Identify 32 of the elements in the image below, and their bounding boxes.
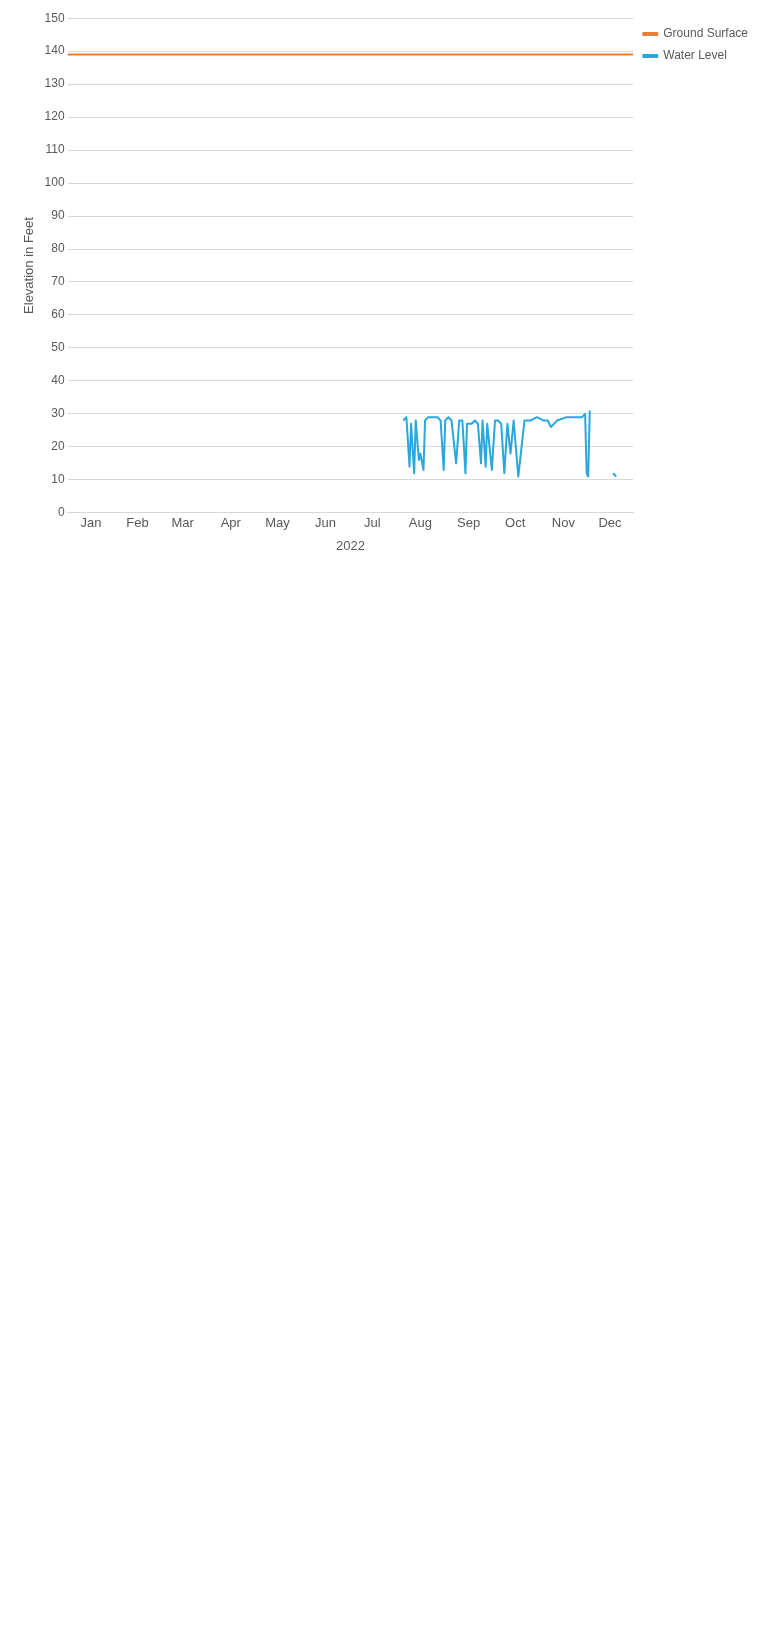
x-axis-title: 2022 [335, 537, 365, 553]
y-tick-label: 20 [51, 439, 65, 454]
y-tick-label: 50 [51, 340, 65, 355]
y-tick-label: 120 [44, 109, 65, 124]
x-tick-label: Nov [551, 515, 576, 531]
y-tick-label: 40 [51, 373, 65, 388]
y-tick-label: 70 [51, 274, 65, 289]
x-tick-label: Jan [80, 515, 102, 531]
y-axis-title: Elevation in Feet [21, 216, 37, 314]
y-tick-label: 90 [51, 208, 65, 223]
y-tick-label: 110 [45, 142, 65, 157]
y-tick-label: 100 [44, 175, 65, 190]
y-tick-label: 60 [51, 307, 65, 322]
y-tick-label: 30 [51, 406, 65, 421]
x-tick-label: Mar [171, 515, 195, 531]
x-tick-label: Sep [456, 515, 481, 531]
y-tick-label: 0 [57, 505, 65, 520]
y-tick-label: 130 [44, 76, 65, 91]
legend-label: Water Level [663, 48, 727, 63]
x-tick-label: Apr [220, 515, 242, 531]
legend-label: Ground Surface [663, 26, 749, 41]
y-tick-label: 150 [44, 10, 65, 25]
y-tick-label: 140 [44, 43, 65, 58]
x-tick-label: Jun [315, 515, 337, 531]
x-tick-label: Aug [408, 515, 432, 531]
x-tick-label: Oct [505, 515, 526, 531]
x-tick-label: May [265, 515, 291, 531]
x-tick-label: Jul [363, 515, 381, 531]
y-tick-label: 10 [51, 472, 65, 487]
x-tick-label: Feb [126, 515, 149, 531]
x-tick-label: Dec [598, 515, 623, 531]
y-tick-label: 80 [51, 241, 65, 256]
